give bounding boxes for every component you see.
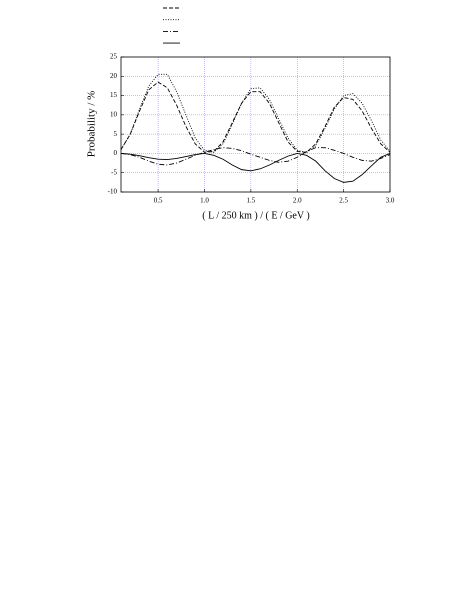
y-axis-label: Probability / % xyxy=(86,91,98,158)
x-tick-label: 2.0 xyxy=(293,197,302,205)
y-tick-label: 0 xyxy=(114,149,118,157)
y-tick-label: 20 xyxy=(110,72,118,80)
y-tick-label: 25 xyxy=(110,53,118,61)
x-tick-label: 1.0 xyxy=(200,197,209,205)
y-tick-label: 10 xyxy=(110,110,118,118)
x-tick-label: 2.5 xyxy=(339,197,348,205)
x-tick-label: 3.0 xyxy=(386,197,395,205)
y-tick-label: -10 xyxy=(108,188,118,196)
series-line xyxy=(120,81,391,153)
series-line xyxy=(120,147,391,166)
x-axis-label: ( L / 250 km ) / ( E / GeV ) xyxy=(202,210,309,221)
y-tick-label: 5 xyxy=(114,130,118,138)
x-tick-label: 0.5 xyxy=(154,197,163,205)
series-line xyxy=(120,152,391,183)
y-tick-label: -5 xyxy=(111,168,117,176)
y-tick-label: 15 xyxy=(110,91,118,99)
plot-frame xyxy=(120,56,391,193)
series-line xyxy=(120,73,391,154)
x-tick-label: 1.5 xyxy=(246,197,255,205)
